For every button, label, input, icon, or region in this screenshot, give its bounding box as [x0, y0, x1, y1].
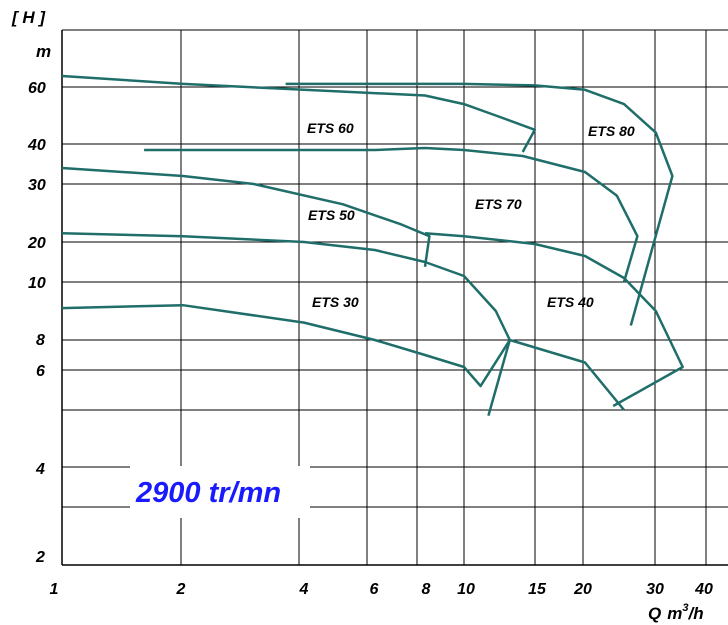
- series-label-ets-70: ETS 70: [475, 196, 522, 212]
- x-tick-label: 8: [422, 581, 431, 598]
- curve-ets-30: [61, 232, 512, 417]
- series-labels: ETS 80 ETS 60 ETS 70 ETS 50 ETS 40 ETS 3…: [307, 120, 635, 310]
- y-tick-label: 10: [28, 275, 46, 292]
- annotation-box: [130, 466, 310, 518]
- y-tick-label: 4: [35, 461, 45, 478]
- curve-ets-30-low: [61, 303, 625, 411]
- y-axis-title: [ H ]: [11, 8, 46, 27]
- y-tick-label: 2: [35, 549, 45, 566]
- y-tick-label: 20: [27, 235, 46, 252]
- y-tick-label: 60: [28, 80, 46, 97]
- curve-ets-50: [61, 166, 431, 267]
- y-axis-unit: m: [36, 42, 51, 61]
- x-tick-label: 20: [573, 581, 592, 598]
- series-label-ets-40: ETS 40: [547, 294, 594, 310]
- x-tick-label: 2: [176, 581, 186, 598]
- x-tick-label: 1: [50, 581, 59, 598]
- x-tick-label: 10: [457, 581, 475, 598]
- x-tick-labels: 1 2 4 6 8 10 15 20 30 40: [50, 581, 713, 598]
- x-tick-label: 30: [646, 581, 664, 598]
- curve-ets-40: [424, 232, 684, 408]
- curve-ets-60: [61, 74, 537, 153]
- x-tick-label: 15: [528, 581, 547, 598]
- x-tick-label: 40: [694, 581, 713, 598]
- x-tick-label: 6: [370, 581, 379, 598]
- curve-ets-70: [144, 146, 639, 283]
- curves: [61, 74, 684, 417]
- y-tick-label: 6: [36, 363, 45, 380]
- x-tick-label: 4: [299, 581, 309, 598]
- series-label-ets-30: ETS 30: [312, 294, 359, 310]
- y-tick-label: 8: [36, 332, 45, 349]
- series-label-ets-60: ETS 60: [307, 120, 354, 136]
- curve-ets-80: [285, 82, 674, 326]
- y-tick-label: 30: [28, 177, 46, 194]
- speed-annotation: 2900 tr/mn: [135, 477, 281, 509]
- series-label-ets-50: ETS 50: [308, 207, 355, 223]
- y-tick-label: 40: [27, 137, 46, 154]
- y-tick-labels: 60 40 30 20 10 8 6 4 2: [27, 80, 46, 566]
- series-label-ets-80: ETS 80: [588, 123, 635, 139]
